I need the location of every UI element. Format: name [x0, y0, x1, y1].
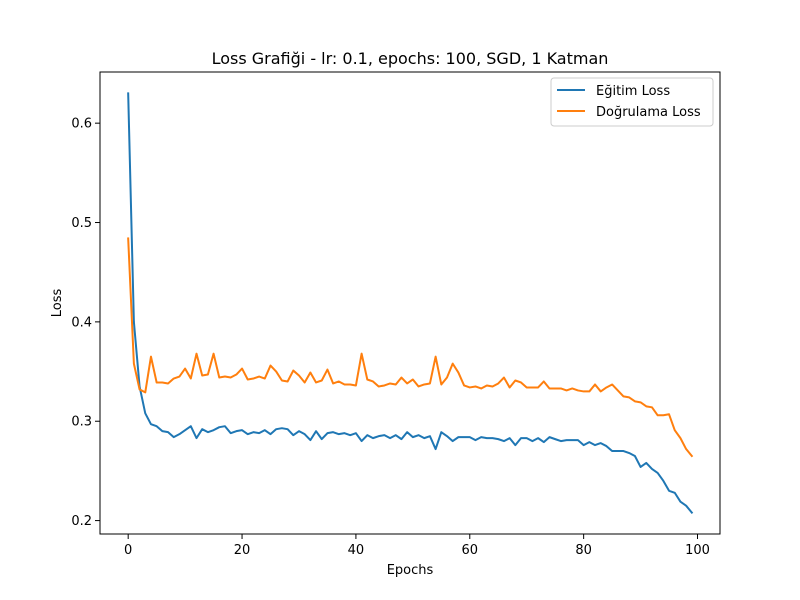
legend-label-dogrulama-loss: Doğrulama Loss — [596, 105, 701, 120]
legend-label-egitim-loss: Eğitim Loss — [596, 84, 670, 99]
x-tick-label: 60 — [462, 543, 479, 558]
x-axis-label: Epochs — [387, 563, 434, 578]
legend-box — [550, 77, 714, 127]
x-tick-label: 80 — [575, 543, 592, 558]
y-axis-label: Loss — [50, 289, 65, 318]
x-tick-label: 100 — [685, 543, 710, 558]
y-tick-label: 0.4 — [71, 315, 92, 330]
y-tick-label: 0.2 — [71, 514, 92, 529]
x-axis: 0 20 40 60 80 100 — [124, 534, 710, 558]
y-axis: 0.2 0.3 0.4 0.5 0.6 — [71, 117, 100, 529]
x-tick-label: 40 — [348, 543, 365, 558]
plot-lines — [127, 92, 694, 515]
series-line-egitim-loss — [127, 92, 694, 515]
x-tick-label: 20 — [234, 543, 251, 558]
legend: Eğitim Loss Doğrulama Loss — [550, 77, 714, 127]
chart-title: Loss Grafiği - lr: 0.1, epochs: 100, SGD… — [212, 49, 609, 68]
y-tick-label: 0.3 — [71, 415, 92, 430]
y-tick-label: 0.5 — [71, 216, 92, 231]
x-tick-label: 0 — [124, 543, 132, 558]
series-line-dogrulama-loss — [127, 237, 694, 458]
plot-frame — [99, 71, 721, 535]
y-tick-label: 0.6 — [71, 117, 92, 132]
